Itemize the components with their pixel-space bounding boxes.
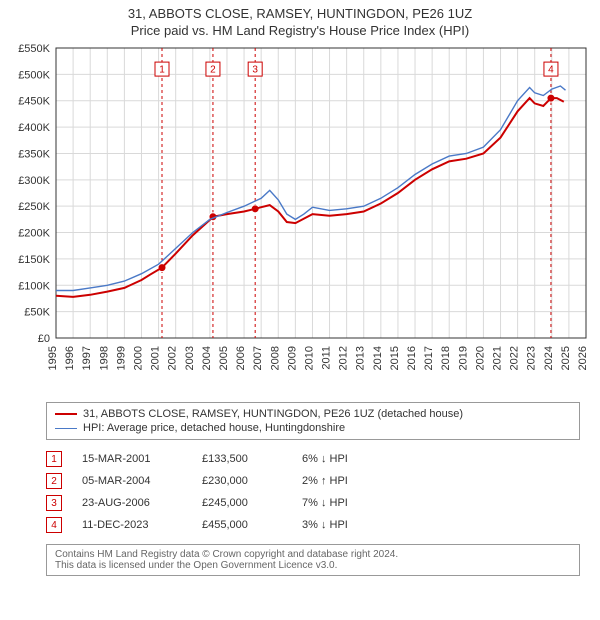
sale-marker-number: 1 [159,65,165,76]
x-tick-label: 2017 [423,346,435,370]
y-tick-label: £50K [24,307,50,319]
x-tick-label: 2015 [389,346,401,370]
x-tick-label: 1999 [115,346,127,370]
sales-table: 1 15-MAR-2001 £133,500 6% ↓ HPI 2 05-MAR-2004… [46,448,580,536]
sale-row: 4 11-DEC-2023 £455,000 3% ↓ HPI [46,514,580,536]
x-tick-label: 2016 [406,346,418,370]
sale-row-marker: 3 [46,495,62,511]
legend-label: 31, ABBOTS CLOSE, RAMSEY, HUNTINGDON, PE… [83,408,463,420]
sale-row-date: 11-DEC-2023 [82,519,182,531]
sale-row-marker: 2 [46,473,62,489]
chart-container: £0 £50K £100K £150K £200K £250K £300K £350K £400… [0,38,600,398]
sale-row-date: 15-MAR-2001 [82,453,182,465]
x-tick-label: 1995 [47,346,59,370]
x-tick-label: 2022 [509,346,521,370]
sale-row-delta: 2% ↑ HPI [302,475,382,487]
legend-swatch [55,428,77,429]
y-tick-label: £350K [18,148,50,160]
x-tick-label: 2014 [372,346,384,370]
y-tick-label: £400K [18,122,50,134]
sale-row-delta: 6% ↓ HPI [302,453,382,465]
x-tick-label: 2025 [560,346,572,370]
x-tick-label: 2004 [201,346,213,370]
y-tick-label: £200K [18,228,50,240]
x-tick-label: 1996 [64,346,76,370]
y-tick-label: £100K [18,280,50,292]
x-tick-label: 2021 [492,346,504,370]
legend: 31, ABBOTS CLOSE, RAMSEY, HUNTINGDON, PE… [46,402,580,440]
x-tick-label: 2000 [132,346,144,370]
y-tick-label: £0 [38,333,50,345]
x-tick-label: 2005 [218,346,230,370]
footer-line-2: This data is licensed under the Open Gov… [55,560,571,571]
legend-row: HPI: Average price, detached house, Hunt… [55,421,571,435]
x-tick-label: 1997 [81,346,93,370]
y-tick-label: £250K [18,201,50,213]
x-tick-label: 2006 [235,346,247,370]
x-tick-label: 2026 [577,346,589,370]
x-tick-label: 2003 [184,346,196,370]
title-subtitle: Price paid vs. HM Land Registry's House … [0,23,600,38]
sale-row-date: 23-AUG-2006 [82,497,182,509]
sale-row-marker: 4 [46,517,62,533]
sale-row-date: 05-MAR-2004 [82,475,182,487]
sale-marker-number: 3 [252,65,258,76]
x-tick-label: 2013 [355,346,367,370]
x-tick-label: 2009 [286,346,298,370]
sale-row-price: £133,500 [202,453,282,465]
x-tick-label: 1998 [98,346,110,370]
y-tick-label: £300K [18,175,50,187]
sale-row: 3 23-AUG-2006 £245,000 7% ↓ HPI [46,492,580,514]
sale-row-delta: 7% ↓ HPI [302,497,382,509]
x-tick-label: 2010 [303,346,315,370]
x-tick-label: 2007 [252,346,264,370]
x-tick-label: 2008 [269,346,281,370]
sale-row-price: £245,000 [202,497,282,509]
x-tick-label: 2024 [543,346,555,370]
sale-row-price: £455,000 [202,519,282,531]
legend-label: HPI: Average price, detached house, Hunt… [83,422,345,434]
y-tick-label: £450K [18,96,50,108]
title-address: 31, ABBOTS CLOSE, RAMSEY, HUNTINGDON, PE… [0,6,600,21]
footer-line-1: Contains HM Land Registry data © Crown c… [55,549,571,560]
x-tick-label: 2002 [167,346,179,370]
price-chart: £0 £50K £100K £150K £200K £250K £300K £350K £400… [0,38,600,398]
x-tick-label: 2012 [338,346,350,370]
chart-titles: 31, ABBOTS CLOSE, RAMSEY, HUNTINGDON, PE… [0,0,600,38]
legend-row: 31, ABBOTS CLOSE, RAMSEY, HUNTINGDON, PE… [55,407,571,421]
x-tick-label: 2011 [321,346,333,370]
sale-row: 2 05-MAR-2004 £230,000 2% ↑ HPI [46,470,580,492]
x-tick-label: 2019 [457,346,469,370]
y-tick-label: £550K [18,43,50,55]
sale-marker-number: 4 [548,65,554,76]
y-tick-label: £500K [18,69,50,81]
sale-row-price: £230,000 [202,475,282,487]
sale-row-marker: 1 [46,451,62,467]
x-tick-label: 2023 [526,346,538,370]
x-tick-label: 2020 [474,346,486,370]
sale-marker-number: 2 [210,65,216,76]
x-tick-label: 2018 [440,346,452,370]
legend-swatch [55,413,77,415]
attribution-footer: Contains HM Land Registry data © Crown c… [46,544,580,576]
x-tick-label: 2001 [150,346,162,370]
sale-row-delta: 3% ↓ HPI [302,519,382,531]
y-tick-label: £150K [18,254,50,266]
sale-row: 1 15-MAR-2001 £133,500 6% ↓ HPI [46,448,580,470]
